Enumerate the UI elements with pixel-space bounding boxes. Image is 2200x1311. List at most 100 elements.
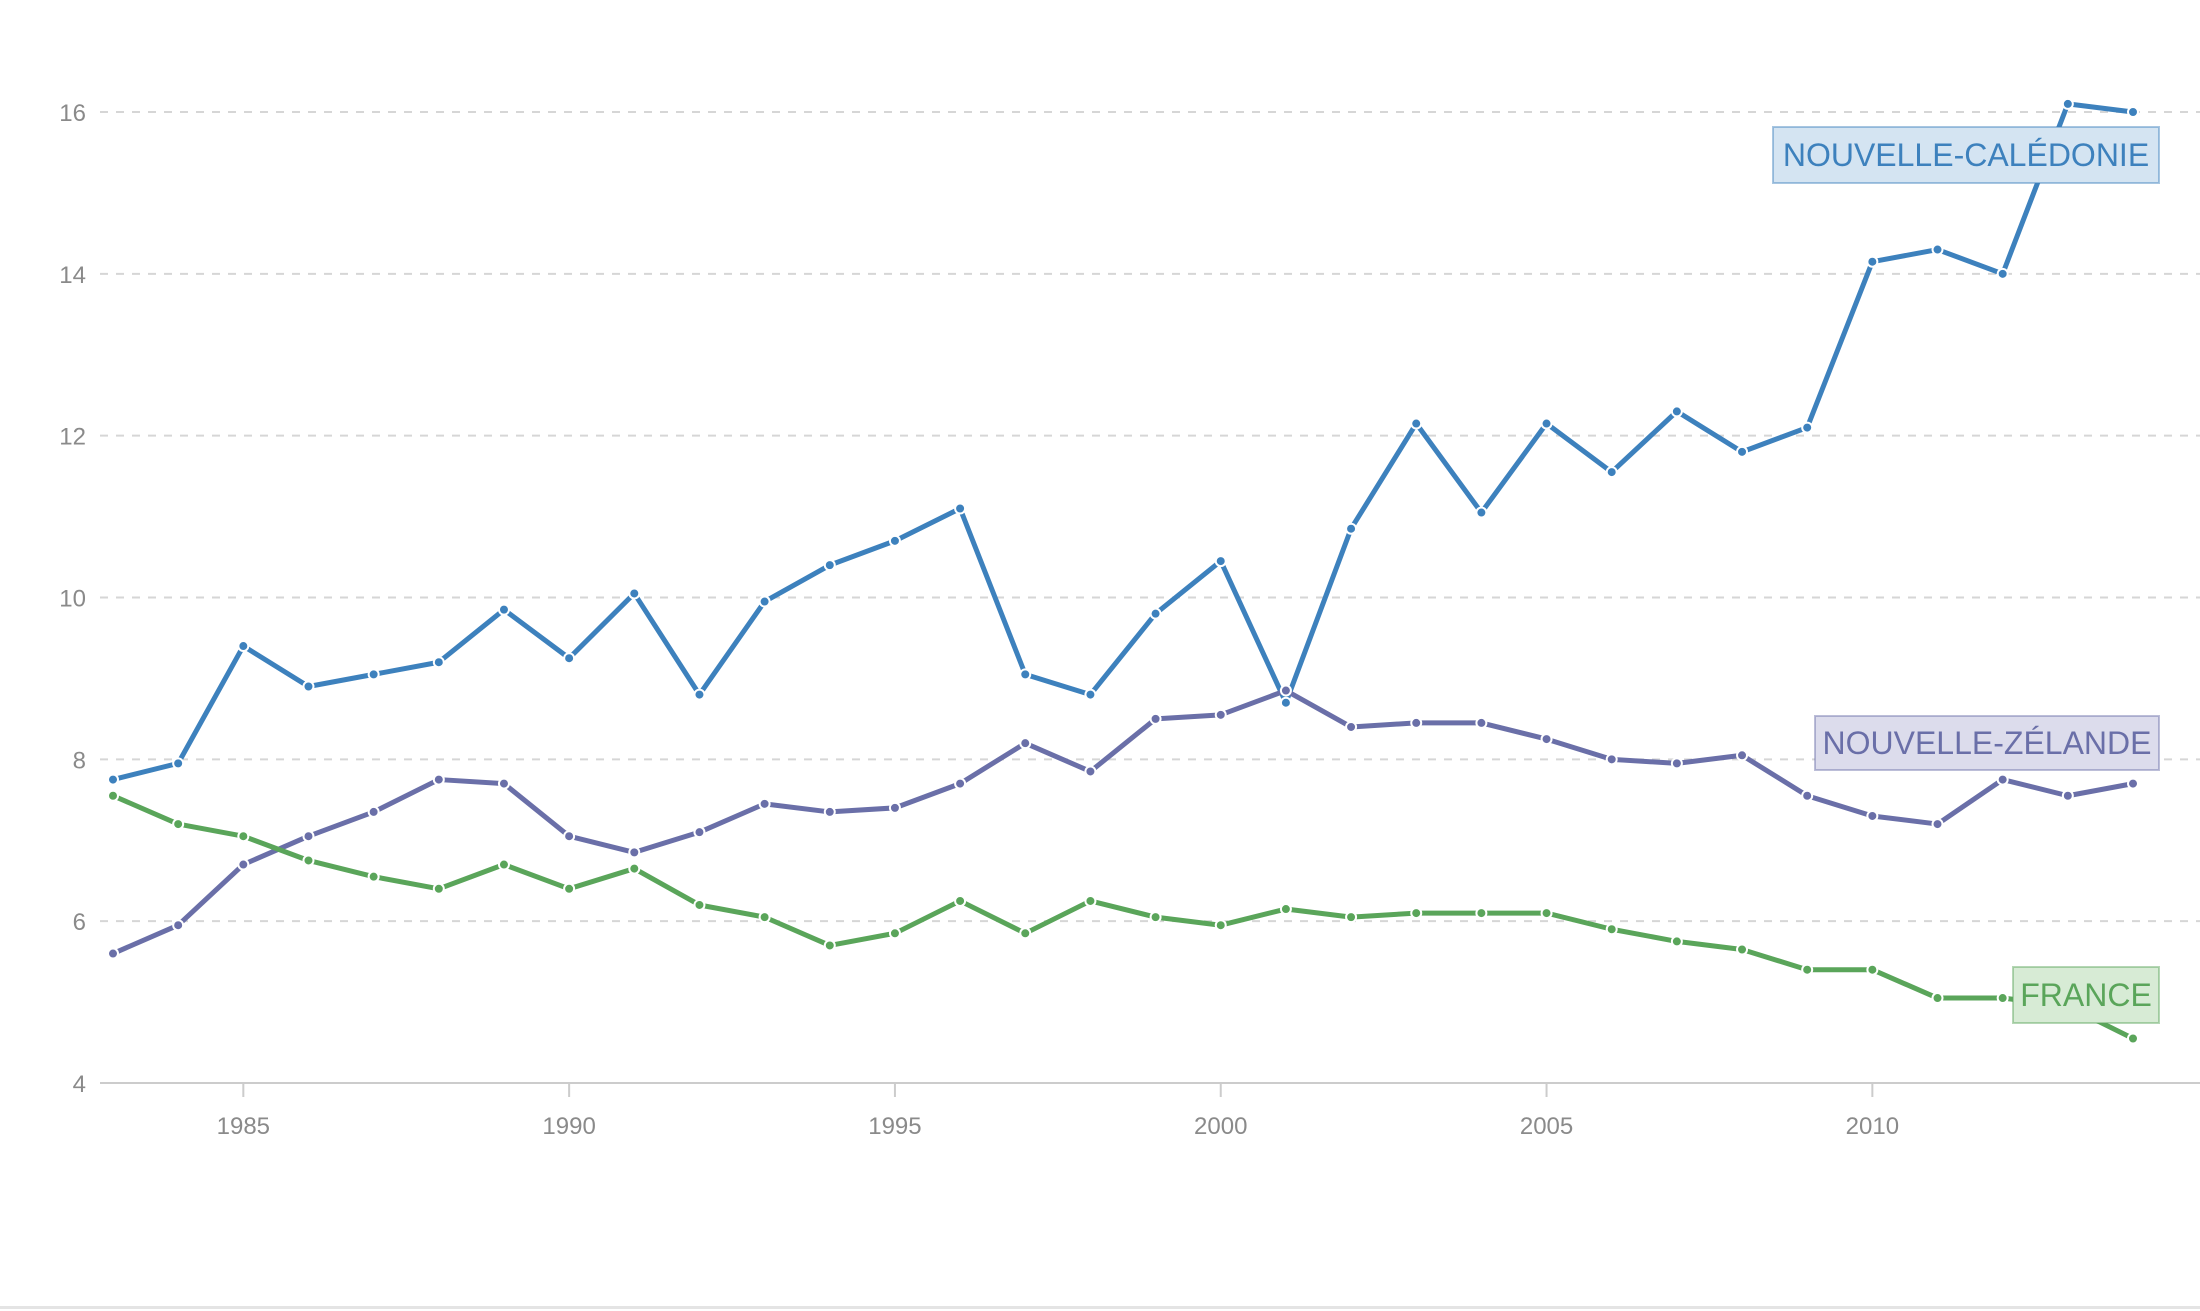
data-point: [758, 911, 771, 924]
data-point: [302, 830, 315, 843]
data-point: [1214, 919, 1227, 932]
data-point: [1475, 716, 1488, 729]
x-axis-ticks: 1985 1990 1995 2000 2005 2010: [217, 1083, 1899, 1140]
data-point: [1019, 737, 1032, 750]
data-point: [888, 801, 901, 814]
series-line: [110, 793, 2136, 1041]
data-point: [497, 777, 510, 790]
data-point: [563, 652, 576, 665]
series-label-box: [1772, 126, 2160, 184]
data-point: [1019, 668, 1032, 681]
data-point: [172, 757, 185, 770]
data-point: [1736, 749, 1749, 762]
x-tick-label: 1995: [868, 1113, 921, 1140]
data-point: [1996, 992, 2009, 1005]
data-point: [1801, 789, 1814, 802]
data-point: [107, 773, 119, 786]
data-point: [1149, 712, 1162, 725]
bottom-divider: [0, 1306, 2200, 1309]
data-point: [1931, 992, 1944, 1005]
x-tick-label: 2000: [1194, 1113, 1247, 1140]
data-point: [888, 927, 901, 940]
data-point: [758, 595, 771, 608]
data-point: [1605, 753, 1618, 766]
data-point: [432, 882, 445, 895]
series-label-box: [2012, 966, 2160, 1024]
data-point: [758, 797, 771, 810]
y-axis-ticks: 4 6 8 10 12 14 16: [59, 100, 86, 1098]
series-label: NOUVELLE-CALÉDONIE: [1772, 126, 2160, 184]
data-point: [2127, 1032, 2139, 1045]
data-point: [1736, 445, 1749, 458]
data-point: [1670, 405, 1683, 418]
y-tick-label: 4: [73, 1071, 86, 1098]
series-label-text: FRANCE: [2020, 977, 2152, 1013]
series-1: [107, 684, 2139, 960]
data-point: [107, 789, 119, 802]
series-0: [107, 97, 2139, 786]
series-label-box: [1814, 715, 2160, 771]
data-point: [1540, 417, 1553, 430]
data-point: [693, 898, 706, 911]
data-point: [954, 777, 967, 790]
data-point: [1866, 809, 1879, 822]
data-point: [563, 830, 576, 843]
data-point: [954, 894, 967, 907]
data-point: [1801, 421, 1814, 434]
series-group: [107, 97, 2139, 1045]
y-tick-label: 12: [59, 424, 86, 451]
data-point: [1475, 907, 1488, 920]
data-point: [628, 587, 641, 600]
series-label: FRANCE: [2012, 966, 2160, 1024]
y-tick-label: 14: [59, 262, 86, 289]
data-point: [1801, 963, 1814, 976]
data-point: [1605, 466, 1618, 479]
data-point: [302, 680, 315, 693]
data-point: [367, 805, 380, 818]
data-point: [367, 870, 380, 883]
series-label-text: NOUVELLE-CALÉDONIE: [1783, 137, 2149, 173]
data-point: [237, 858, 250, 871]
data-point: [1410, 716, 1423, 729]
x-tick-label: 1985: [217, 1113, 270, 1140]
data-point: [823, 559, 836, 572]
data-point: [237, 640, 250, 653]
data-point: [1279, 684, 1292, 697]
y-tick-label: 10: [59, 586, 86, 613]
y-tick-label: 8: [73, 747, 86, 774]
data-point: [432, 656, 445, 669]
data-point: [1084, 688, 1097, 701]
series-line: [110, 101, 2136, 783]
data-point: [1866, 963, 1879, 976]
data-point: [693, 688, 706, 701]
data-point: [1540, 907, 1553, 920]
series-2: [107, 789, 2139, 1045]
data-point: [172, 818, 185, 831]
series-label: NOUVELLE-ZÉLANDE: [1814, 715, 2160, 771]
data-point: [1019, 927, 1032, 940]
y-tick-label: 16: [59, 100, 86, 127]
data-point: [1214, 555, 1227, 568]
data-point: [1475, 506, 1488, 519]
data-point: [497, 603, 510, 616]
data-point: [2127, 106, 2139, 118]
data-point: [1345, 911, 1358, 924]
data-point: [367, 668, 380, 681]
data-point: [1670, 757, 1683, 770]
data-point: [1605, 923, 1618, 936]
data-point: [1279, 903, 1292, 916]
data-point: [1084, 765, 1097, 778]
data-point: [1149, 607, 1162, 620]
data-point: [1345, 522, 1358, 535]
data-point: [1149, 911, 1162, 924]
series-labels: NOUVELLE-CALÉDONIE NOUVELLE-ZÉLANDE FRANCE: [1772, 126, 2160, 1024]
data-point: [628, 846, 641, 859]
data-point: [1670, 935, 1683, 948]
data-point: [823, 805, 836, 818]
series-line: [110, 688, 2136, 957]
data-point: [1345, 720, 1358, 733]
data-point: [172, 919, 185, 932]
data-point: [1084, 894, 1097, 907]
data-point: [954, 502, 967, 515]
